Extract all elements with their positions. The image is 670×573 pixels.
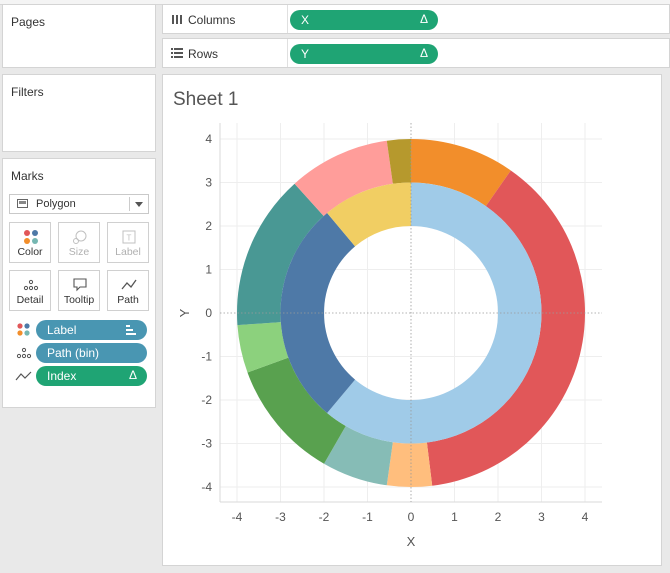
marks-field-row: Path (bin) [11,343,151,363]
color-button-label: Color [17,246,43,258]
pages-card[interactable]: Pages [2,4,156,68]
field-pill-text: Path (bin) [47,346,100,360]
mark-type-dropdown[interactable]: Polygon [9,194,149,214]
x-tick-label: 2 [495,510,502,524]
outer-ring-segment[interactable] [411,139,511,207]
pages-title: Pages [11,15,46,29]
y-tick-label: -4 [201,480,212,494]
tooltip-bubble-icon [73,278,87,292]
columns-label: Columns [188,13,236,27]
svg-text:T: T [127,234,132,243]
field-pill-text: Label [47,323,77,337]
x-axis-title: X [407,534,416,549]
detail-dots-icon [16,347,32,359]
outer-ring-segment[interactable] [237,322,289,373]
color-dots-icon [24,230,38,244]
y-tick-label: -1 [201,350,212,364]
outer-ring-segment[interactable] [386,442,433,487]
x-tick-label: 1 [451,510,458,524]
outer-ring-segment[interactable] [247,357,346,464]
pill-text: Y [301,47,310,61]
field-pill-path-bin[interactable]: Path (bin) [36,343,147,363]
label-button-label: Label [115,246,141,258]
marks-field-row: Label [11,320,151,340]
inner-ring-segment[interactable] [327,182,411,247]
marks-title: Marks [11,169,44,183]
y-axis-title: Y [177,308,192,317]
field-pill-index[interactable]: Index Δ [36,366,147,386]
detail-button[interactable]: Detail [9,270,51,311]
columns-icon [172,15,182,24]
size-icon [73,230,87,244]
marks-field-row: Index Δ [11,366,151,386]
filters-card[interactable]: Filters [2,74,156,152]
x-tick-label: 0 [408,510,415,524]
path-button[interactable]: Path [107,270,149,311]
rows-label: Rows [188,47,219,61]
detail-dots-icon [23,279,39,291]
sort-bars-icon [126,325,136,335]
x-tick-label: -4 [232,510,243,524]
polygon-mark-icon [17,199,28,208]
x-tick-label: -2 [319,510,330,524]
chevron-down-icon [135,202,143,207]
y-tick-label: 3 [205,176,212,190]
path-line-icon [15,371,32,381]
pill-text: X [301,13,310,27]
y-tick-label: 4 [205,132,212,146]
x-tick-label: -3 [275,510,286,524]
x-tick-label: 3 [538,510,545,524]
filters-title: Filters [11,85,44,99]
rows-pill-y[interactable]: Y Δ [290,44,438,64]
table-calc-delta-icon: Δ [128,368,137,382]
text-label-icon: T [122,230,136,244]
tooltip-button-label: Tooltip [63,294,95,306]
rows-icon [171,48,183,58]
outer-ring-segment[interactable] [324,426,393,486]
columns-shelf[interactable]: Columns X Δ [162,4,670,34]
field-pill-label[interactable]: Label [36,320,147,340]
y-tick-label: 1 [205,263,212,277]
inner-ring-segment[interactable] [327,182,542,444]
dropdown-separator [129,197,130,211]
shelf-divider [287,5,288,33]
inner-ring-segment[interactable] [280,213,356,413]
outer-ring-segment[interactable] [386,139,411,184]
tooltip-button[interactable]: Tooltip [58,270,100,311]
columns-pill-x[interactable]: X Δ [290,10,438,30]
color-button[interactable]: Color [9,222,51,263]
table-calc-delta-icon: Δ [419,12,428,26]
size-button[interactable]: Size [58,222,100,263]
x-tick-label: -1 [362,510,373,524]
table-calc-delta-icon: Δ [419,46,428,60]
y-tick-label: 0 [205,306,212,320]
size-button-label: Size [68,246,90,258]
label-button[interactable]: T Label [107,222,149,263]
outer-ring-segment[interactable] [426,170,585,486]
detail-button-label: Detail [16,294,44,306]
rows-shelf[interactable]: Rows Y Δ [162,38,670,68]
marks-card: Marks Polygon Color Size T Label [2,158,156,408]
color-dots-icon [17,323,30,336]
path-line-icon [121,279,137,290]
path-button-label: Path [117,294,139,306]
outer-ring-segment[interactable] [237,183,324,326]
y-tick-label: 2 [205,219,212,233]
y-tick-label: -2 [201,393,212,407]
donut-chart[interactable]: -4 -3 -2 -1 0 1 2 3 4 4 3 2 1 0 -1 -2 -3 -4 X Y [163,75,661,565]
field-pill-text: Index [47,369,77,383]
y-tick-label: -3 [201,437,212,451]
x-tick-label: 4 [582,510,589,524]
mark-type-label: Polygon [36,198,76,210]
sheet-title: Sheet 1 [173,89,239,110]
outer-ring-segment[interactable] [294,140,393,217]
shelf-divider [287,39,288,67]
